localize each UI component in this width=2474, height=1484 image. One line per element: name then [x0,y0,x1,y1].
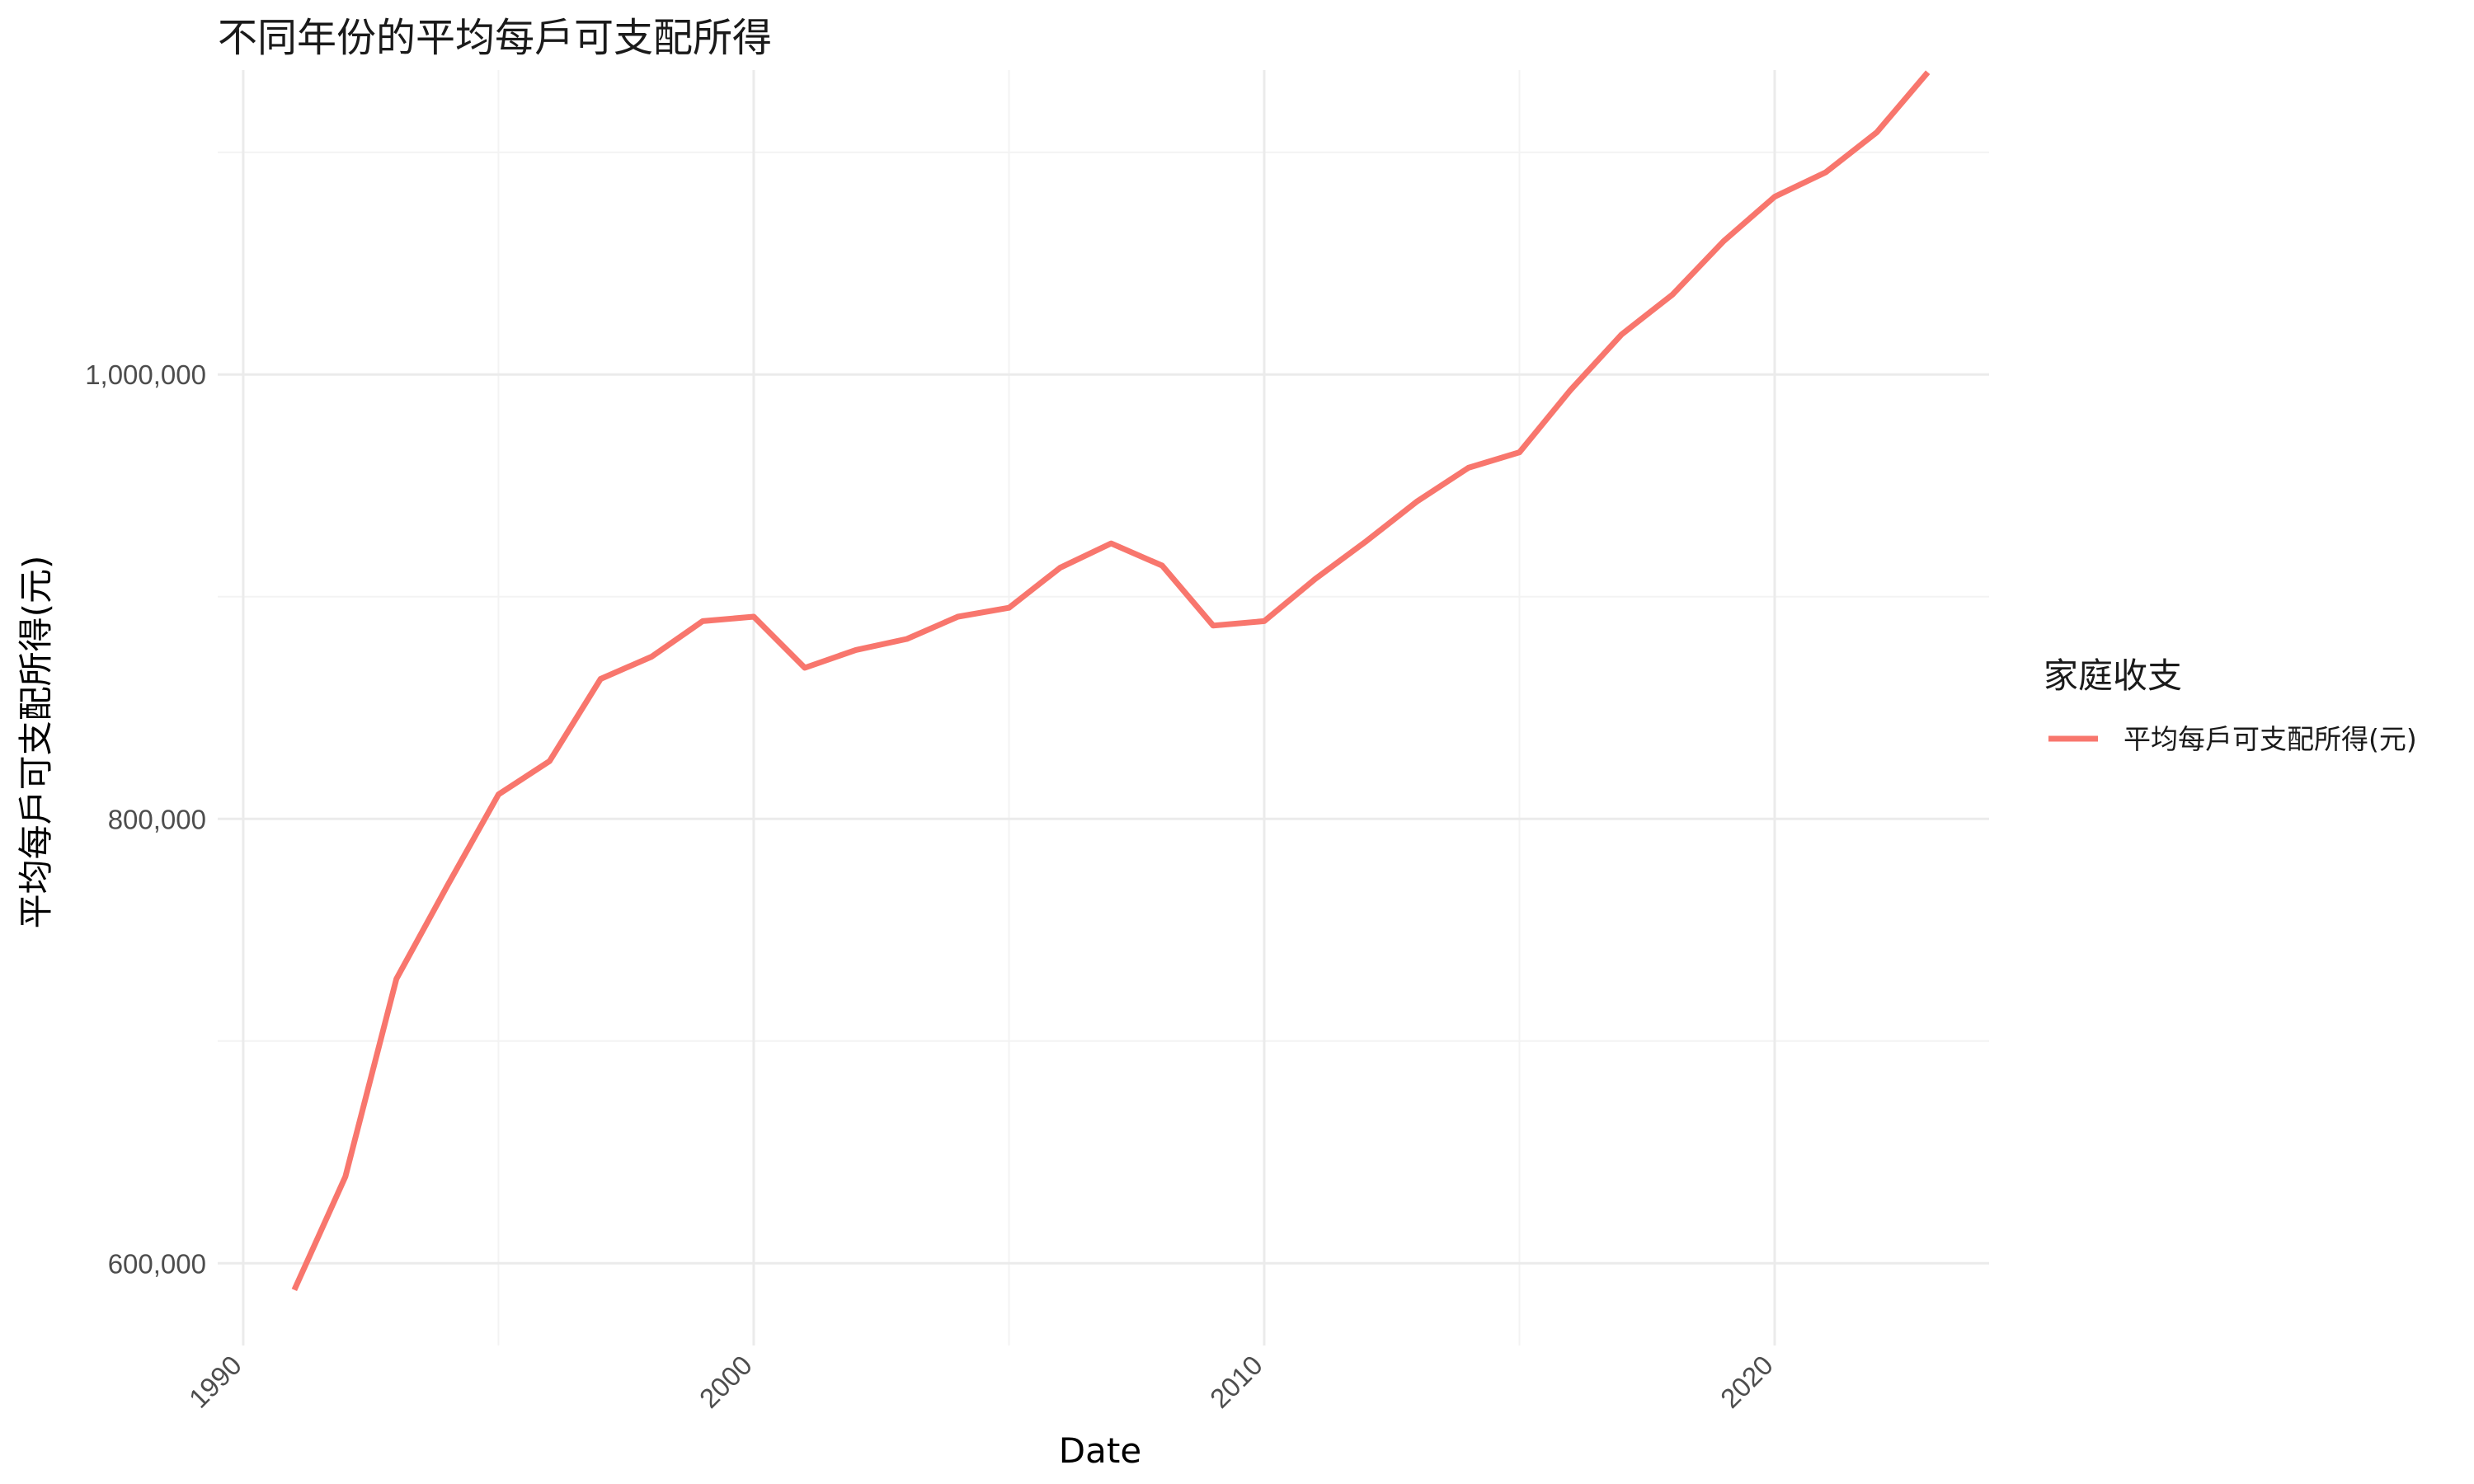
x-tick-label: 1990 [183,1350,247,1414]
x-axis-ticks: 1990 2000 2010 2020 [183,1350,1779,1414]
y-tick-label: 600,000 [108,1248,206,1279]
chart-title: 不同年份的平均每戶可支配所得 [218,15,772,61]
y-axis-title: 平均每戶可支配所得(元) [16,556,56,929]
x-tick-label: 2010 [1204,1350,1268,1414]
x-tick-label: 2020 [1714,1350,1779,1414]
y-tick-label: 1,000,000 [85,359,206,390]
grid [218,70,1989,1345]
legend: 家庭收支 平均每戶可支配所得(元) [2044,655,2417,755]
x-tick-label: 2000 [694,1350,758,1414]
series-line [291,70,1931,1292]
legend-entry-label: 平均每戶可支配所得(元) [2124,723,2417,755]
series-layer [291,70,1931,1292]
legend-title: 家庭收支 [2044,655,2182,696]
y-tick-label: 800,000 [108,804,206,834]
x-axis-title: Date [1059,1430,1141,1471]
y-axis-ticks: 600,000 800,000 1,000,000 [85,359,206,1279]
